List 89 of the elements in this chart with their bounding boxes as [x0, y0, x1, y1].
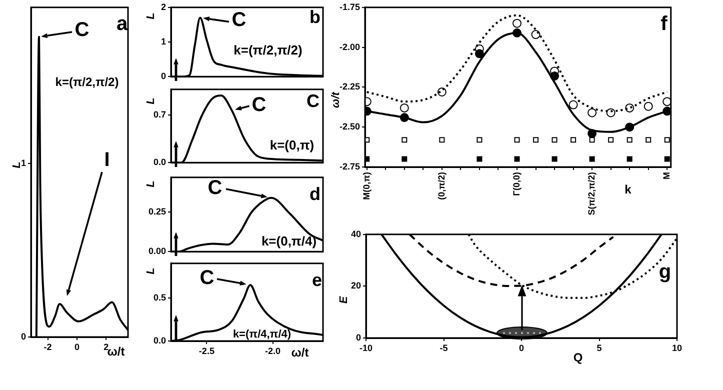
y-tick-label: -2.50: [339, 122, 360, 132]
point: [439, 137, 445, 143]
x-tick-label: -2: [44, 342, 52, 352]
x-tick-label: 0: [518, 342, 524, 353]
point: [606, 108, 616, 118]
y-tick-label: -2.00: [339, 42, 360, 52]
y-tick-label: 1: [20, 158, 26, 168]
x-axis-title: k: [624, 182, 632, 196]
point: [588, 108, 597, 118]
y-tick-label: 20: [350, 280, 361, 291]
y-axis-title: L: [145, 97, 158, 104]
annotation: e: [312, 270, 322, 290]
y-axis-title: L: [145, 180, 158, 188]
point: [626, 156, 632, 162]
point: [402, 156, 408, 162]
annotation: k=(π/2,π/2): [55, 75, 119, 89]
point: [589, 137, 595, 143]
point: [533, 137, 539, 143]
point: [402, 137, 408, 143]
x-tick-label: (0,π/2): [436, 172, 446, 200]
y-tick-label: 0: [160, 71, 166, 82]
x-tick-label: 2: [104, 342, 109, 352]
annotation: f: [660, 13, 668, 35]
y-tick-label: 0.25: [148, 206, 166, 217]
x-axis-title: Q: [573, 350, 583, 364]
x-tick-label: -2.0: [265, 346, 281, 356]
point: [514, 156, 520, 162]
annotation: C: [252, 94, 266, 116]
y-tick-label: 0.7: [153, 110, 166, 120]
x-tick-label: 10: [672, 342, 682, 353]
x-tick-label: M(0,π): [361, 172, 372, 200]
annotation: k=(π/4,π/4): [232, 328, 292, 340]
x-tick-label: S(π/2,π/2): [586, 172, 597, 216]
x-tick-label: 0: [74, 342, 80, 352]
x-axis-title: ω/t: [107, 344, 125, 358]
x-axis-title: ω/t: [291, 345, 309, 360]
y-tick-label: 0: [356, 332, 361, 342]
point: [570, 137, 576, 143]
point: [608, 137, 614, 143]
annotation: C: [306, 91, 320, 111]
y-tick-label: 40: [350, 228, 361, 239]
point: [662, 97, 671, 106]
y-axis-title: E: [338, 296, 350, 304]
point: [664, 156, 670, 162]
point: [476, 137, 482, 143]
point: [568, 100, 578, 110]
annotation: k=(0,π/4): [261, 234, 317, 248]
y-tick-label: -1.75: [339, 2, 360, 12]
y-axis-title: L: [145, 267, 158, 274]
point: [589, 156, 595, 162]
point: [474, 49, 484, 58]
annotation: C: [232, 9, 246, 31]
y-tick-label: 0.0: [153, 157, 166, 168]
y-tick-label: 0.0: [153, 335, 166, 346]
annotation: C: [200, 267, 214, 289]
annotation: g: [658, 261, 672, 283]
point: [646, 137, 652, 143]
x-tick-label: -10: [359, 342, 373, 353]
y-tick-label: 1: [160, 36, 166, 46]
annotation: C: [208, 177, 222, 199]
point: [512, 18, 522, 28]
point: [664, 137, 670, 143]
point: [531, 30, 540, 40]
annotation: I: [104, 149, 110, 171]
annotation: b: [310, 7, 320, 27]
point: [400, 103, 409, 112]
point: [514, 137, 520, 143]
point: [476, 156, 482, 162]
point: [552, 137, 558, 143]
point: [552, 156, 558, 162]
y-axis-title: ω/t: [330, 90, 342, 108]
annotation: d: [310, 184, 320, 204]
x-tick-label: -5: [440, 342, 448, 353]
x-tick-label: M: [662, 172, 672, 180]
point: [626, 137, 632, 143]
y-axis-title: L: [145, 12, 158, 20]
annotation: k=(π/2,π/2): [234, 42, 302, 58]
y-tick-label: 0.00: [148, 246, 166, 256]
x-tick-label: 5: [596, 342, 602, 353]
x-tick-label: Γ(0,0): [511, 172, 522, 196]
y-tick-label: 2: [160, 2, 166, 12]
point: [644, 102, 653, 111]
x-tick-label: -2.5: [198, 346, 214, 356]
y-tick-label: 0.5: [153, 292, 166, 302]
annotation: k=(0,π): [270, 138, 314, 152]
y-tick-label: -2.25: [339, 82, 360, 92]
annotation: C: [74, 19, 90, 41]
annotation: a: [116, 13, 128, 35]
y-tick-label: -2.75: [339, 161, 360, 172]
